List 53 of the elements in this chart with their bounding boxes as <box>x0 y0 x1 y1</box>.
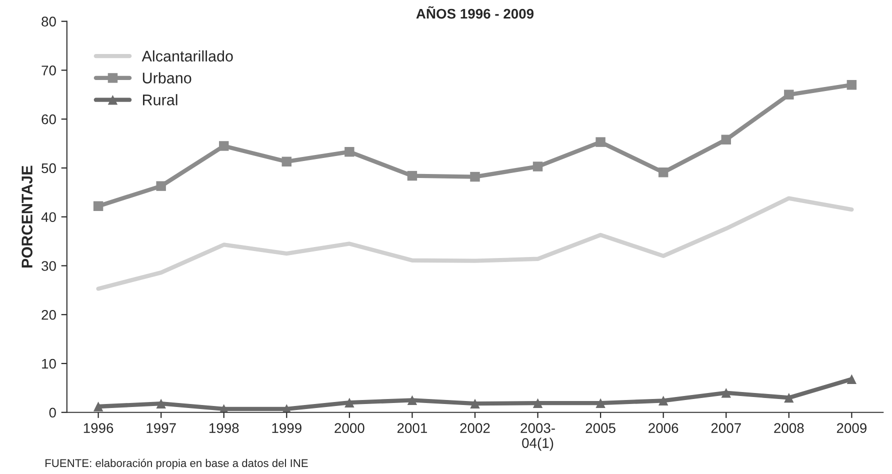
point <box>784 90 794 100</box>
legend-label: Rural <box>143 94 178 106</box>
y-tick-label: 20 <box>42 310 56 320</box>
x-tick-label: 2007 <box>711 423 741 433</box>
y-axis-title: PORCENTAJE <box>22 166 32 268</box>
point <box>93 201 104 211</box>
point <box>218 141 229 151</box>
chart-title: AÑOS 1996 - 2009 <box>416 6 534 19</box>
x-tick-label: 1998 <box>209 423 239 433</box>
x-tick-label: 2000 <box>334 423 364 433</box>
point <box>596 398 606 408</box>
x-tick-label: 2008 <box>774 423 804 433</box>
point <box>407 395 418 406</box>
x-tick-label: 2002 <box>460 423 490 433</box>
point <box>721 134 731 144</box>
y-tick-label: 60 <box>42 114 56 124</box>
x-tick-label: 1997 <box>146 423 176 433</box>
y-tick-label: 40 <box>41 212 56 222</box>
point <box>282 156 292 166</box>
y-tick-label: 30 <box>42 261 56 271</box>
point <box>156 181 166 191</box>
point <box>658 168 668 178</box>
x-tick-label: 2006 <box>648 423 678 433</box>
point <box>721 388 731 398</box>
point <box>407 170 418 181</box>
point <box>596 137 606 147</box>
point <box>846 80 857 90</box>
source-note: FUENTE: elaboración propia en base a datos del INE <box>46 458 308 470</box>
y-tick-label: 80 <box>42 16 56 26</box>
line-series <box>96 196 854 291</box>
point <box>344 146 354 157</box>
point <box>532 398 543 408</box>
point <box>846 374 857 384</box>
y-tick-label: 10 <box>42 358 56 369</box>
point <box>658 396 668 406</box>
x-tick-label: 2003- 04(1) <box>520 423 555 451</box>
point <box>344 398 354 408</box>
x-tick-label: 2001 <box>397 423 427 433</box>
y-tick-label: 0 <box>49 408 56 418</box>
y-tick-label: 70 <box>42 66 56 76</box>
x-tick-label: 2005 <box>586 423 616 433</box>
point <box>470 172 480 182</box>
x-tick-label: 1996 <box>84 423 114 433</box>
legend-label: Alcantarillado <box>142 50 233 62</box>
point <box>470 398 480 408</box>
x-tick-label: 2009 <box>836 423 866 433</box>
point <box>156 398 166 408</box>
point <box>93 402 104 412</box>
point <box>784 392 794 403</box>
y-tick-label: 50 <box>42 163 56 174</box>
legend-label: Urbano <box>142 72 192 84</box>
point <box>532 162 543 172</box>
x-tick-label: 1999 <box>272 423 302 433</box>
